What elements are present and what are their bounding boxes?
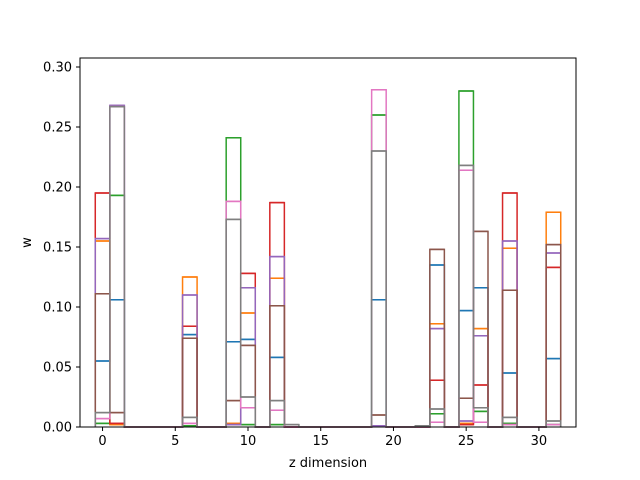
- y-tick-label: 0.10: [43, 301, 72, 316]
- x-tick-label: 0: [98, 434, 106, 449]
- x-tick-label: 15: [312, 434, 329, 449]
- y-tick-label: 0.00: [43, 421, 72, 436]
- plot-frame: [79, 57, 577, 428]
- y-tick-label: 0.20: [43, 181, 72, 196]
- y-tick-label: 0.05: [43, 361, 72, 376]
- x-tick-label: 20: [385, 434, 402, 449]
- plot-area: [80, 58, 576, 427]
- x-tick-label: 10: [240, 434, 257, 449]
- y-tick-label: 0.30: [43, 61, 72, 76]
- x-tick-label: 25: [458, 434, 475, 449]
- x-axis-label: z dimension: [289, 456, 367, 471]
- x-tick-label: 30: [531, 434, 548, 449]
- y-axis-label: w: [20, 237, 35, 248]
- y-tick-label: 0.25: [43, 121, 72, 136]
- x-tick-label: 5: [171, 434, 179, 449]
- axis-layer: 0 5 10 15 20 25 30 0.00 0.05 0.10 0.15 0.20 0.25 0.30: [43, 61, 547, 450]
- y-tick-label: 0.15: [43, 241, 72, 256]
